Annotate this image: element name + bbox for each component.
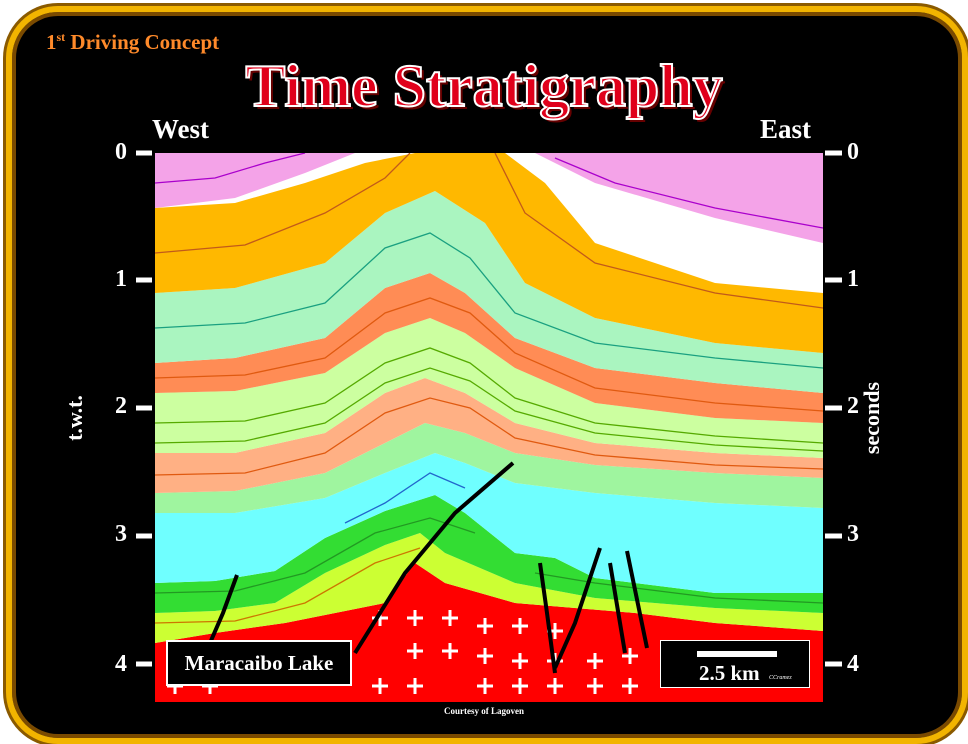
mint-layer: [155, 191, 823, 393]
right-tick-2: 2: [847, 393, 859, 419]
concept-text: Driving Concept: [65, 30, 220, 54]
right-tick-4: 4: [847, 651, 859, 677]
left-tick-3: 3: [115, 521, 127, 547]
light-green-layer: [155, 423, 823, 513]
maracaibo-lake-label: Maracaibo Lake: [166, 640, 352, 686]
east-label: East: [760, 114, 812, 144]
left-tick-1: 1: [115, 266, 127, 292]
right-tick-1: 1: [847, 266, 859, 292]
right-tick-0: 0: [847, 139, 859, 165]
concept-number: 1: [46, 30, 57, 54]
pink-layer-west: [155, 153, 355, 208]
peach-layer: [155, 378, 823, 493]
scale-bar: [697, 651, 777, 657]
yellow-layer: [155, 533, 823, 643]
west-label: West: [152, 114, 209, 144]
slide-title: Time Stratigraphy: [244, 52, 723, 120]
orange-layer: [155, 153, 823, 353]
scale-label: 2.5 km: [699, 661, 760, 685]
left-tick-4: 4: [115, 651, 127, 677]
credit-text: Courtesy of Lagoven: [444, 706, 524, 716]
right-tick-3: 3: [847, 521, 859, 547]
concept-ordinal: st: [56, 30, 66, 44]
green-layer: [155, 495, 823, 613]
salmon-layer: [155, 273, 823, 423]
pale-green-layer: [155, 318, 823, 458]
driving-concept-label: 1st Driving Concept: [46, 30, 219, 55]
faults: [208, 461, 649, 674]
scale-bar-box: 2.5 km CCramez: [660, 640, 810, 688]
pink-layer-east: [535, 153, 823, 243]
author-mark: CCramez: [769, 675, 792, 681]
left-tick-0: 0: [115, 139, 127, 165]
seismic-section: [155, 153, 823, 702]
left-tick-2: 2: [115, 393, 127, 419]
cyan-layer: [155, 453, 823, 593]
